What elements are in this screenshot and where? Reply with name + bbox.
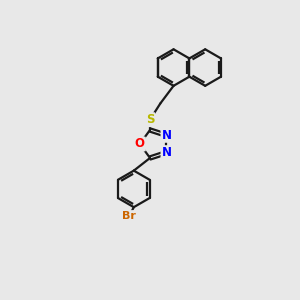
Text: Br: Br [122,211,136,221]
Text: N: N [161,146,172,159]
Text: O: O [135,137,145,151]
Text: N: N [161,129,172,142]
Text: S: S [146,113,154,126]
